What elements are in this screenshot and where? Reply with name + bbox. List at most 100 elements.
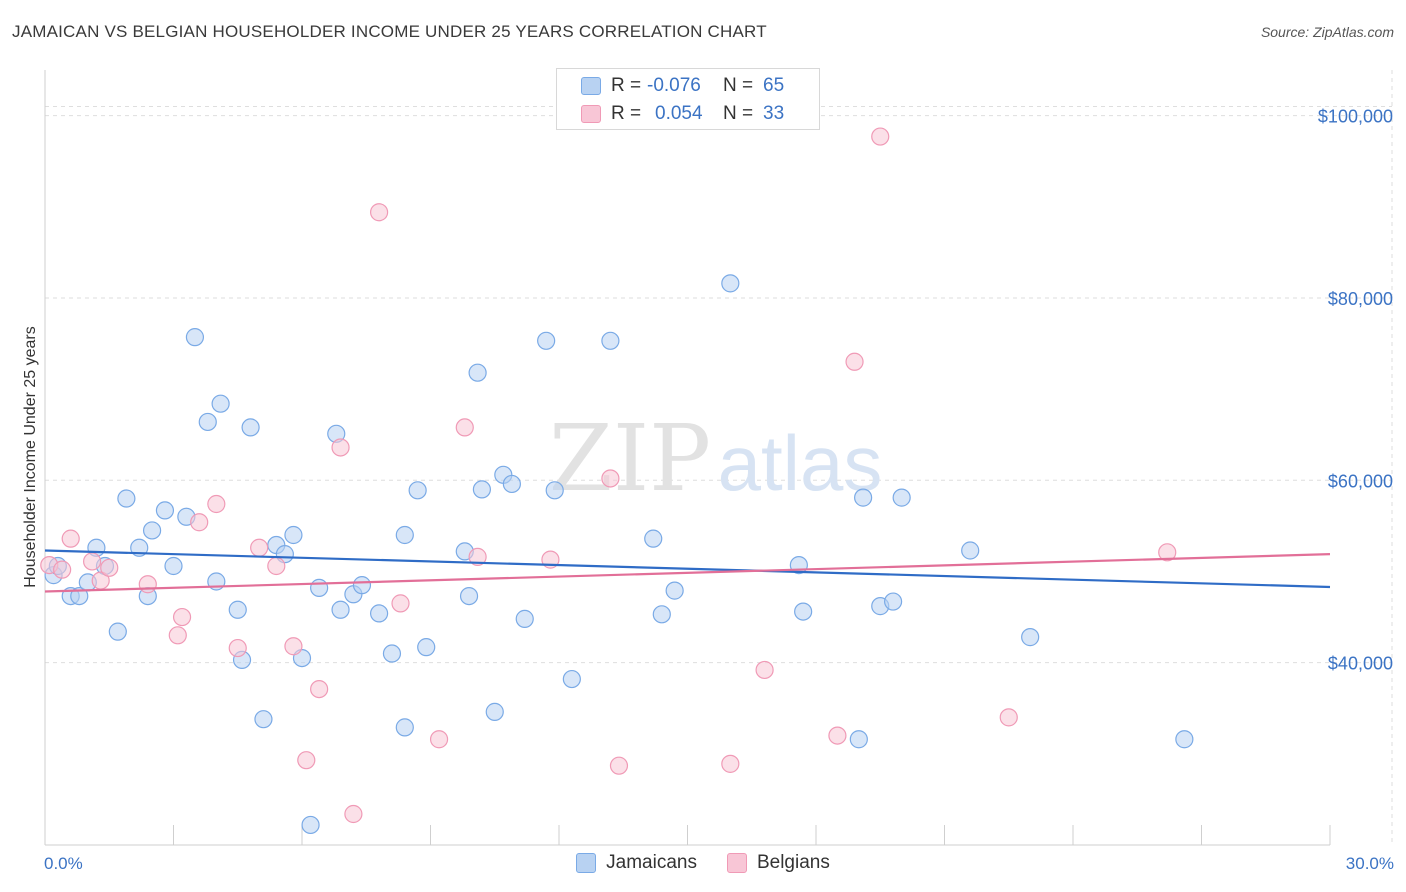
legend-swatch-pink xyxy=(581,105,601,123)
watermark-atlas: atlas xyxy=(718,419,883,507)
trend-line-jamaicans xyxy=(44,549,1331,589)
point-jamaican xyxy=(155,501,175,520)
legend-r-value: -0.076 xyxy=(647,75,701,96)
point-belgian xyxy=(344,804,363,824)
point-jamaican xyxy=(142,521,162,540)
y-tick-label: $60,000 xyxy=(1328,471,1393,491)
point-belgian xyxy=(331,438,350,457)
point-jamaican xyxy=(198,412,217,432)
point-belgian xyxy=(297,751,316,770)
point-jamaican xyxy=(241,418,260,437)
axes xyxy=(44,70,1331,846)
point-belgian xyxy=(61,529,80,548)
point-belgian xyxy=(267,556,286,576)
point-belgian xyxy=(999,708,1018,727)
point-belgian xyxy=(755,660,774,680)
point-jamaican xyxy=(70,586,89,606)
point-belgian xyxy=(609,756,629,775)
point-jamaican xyxy=(301,815,320,835)
y-axis-label: Householder Income Under 25 years xyxy=(22,326,39,587)
point-belgian xyxy=(168,626,187,645)
point-jamaican xyxy=(721,274,740,293)
point-jamaican xyxy=(665,581,684,600)
chart-source: Source: ZipAtlas.com xyxy=(1260,24,1394,40)
point-jamaican xyxy=(254,710,273,729)
point-belgian xyxy=(100,558,119,577)
point-jamaican xyxy=(537,331,556,350)
point-jamaican xyxy=(601,331,620,350)
legend-r-value: 0.054 xyxy=(655,103,703,124)
point-belgian xyxy=(172,607,192,627)
point-belgian xyxy=(284,637,303,656)
point-belgian xyxy=(207,494,226,514)
trend-lines xyxy=(44,549,1331,593)
point-jamaican xyxy=(1175,730,1194,749)
point-jamaican xyxy=(485,702,504,721)
point-belgian xyxy=(83,552,102,571)
point-jamaican xyxy=(883,592,903,611)
point-jamaican xyxy=(185,328,205,347)
data-points xyxy=(40,127,1194,835)
point-belgian xyxy=(601,469,620,488)
point-belgian xyxy=(1158,543,1177,562)
legend-n-value: 33 xyxy=(763,103,785,124)
point-belgian xyxy=(828,726,847,745)
point-jamaican xyxy=(382,644,402,663)
point-jamaican xyxy=(417,638,436,657)
point-belgian xyxy=(228,638,247,658)
point-belgian xyxy=(310,679,329,699)
point-jamaican xyxy=(854,488,873,507)
point-jamaican xyxy=(1021,628,1040,647)
point-jamaican xyxy=(310,578,329,597)
point-jamaican xyxy=(352,576,372,595)
point-belgian xyxy=(391,594,410,613)
point-jamaican xyxy=(117,489,136,508)
point-belgian xyxy=(429,730,449,749)
point-belgian xyxy=(845,352,864,371)
legend-row-jamaicans: R = -0.076 N = 65 xyxy=(557,73,784,99)
point-jamaican xyxy=(164,556,183,576)
point-belgian xyxy=(455,418,474,437)
legend-n-label: N = xyxy=(723,103,754,124)
legend-label-belgians: Belgians xyxy=(756,852,830,873)
legend-n-label: N = xyxy=(723,75,754,96)
point-jamaican xyxy=(228,600,247,619)
point-jamaican xyxy=(472,480,491,499)
point-belgian xyxy=(468,547,487,566)
series-legend: Jamaicans Belgians xyxy=(0,852,1406,874)
legend-row-belgians: R = 0.054 N = 33 xyxy=(557,101,784,127)
point-jamaican xyxy=(794,602,813,621)
point-jamaican xyxy=(331,600,350,619)
y-tick-label: $100,000 xyxy=(1318,107,1393,127)
point-belgian xyxy=(53,560,72,579)
point-belgian xyxy=(871,127,890,146)
point-jamaican xyxy=(545,481,564,500)
point-jamaican xyxy=(961,541,980,560)
point-jamaican xyxy=(652,605,671,624)
point-jamaican xyxy=(284,525,303,545)
legend-swatch-pink xyxy=(726,853,747,873)
point-jamaican xyxy=(459,586,479,606)
legend-swatch-blue xyxy=(576,853,597,873)
legend-item-belgians[interactable]: Belgians xyxy=(726,852,830,874)
y-tick-label: $80,000 xyxy=(1328,289,1393,309)
point-jamaican xyxy=(108,622,127,641)
gridlines xyxy=(45,70,1393,845)
legend-n-value: 65 xyxy=(763,75,785,96)
point-jamaican xyxy=(395,718,414,737)
x-tick-min: 0.0% xyxy=(44,854,83,873)
point-jamaican xyxy=(395,525,414,545)
legend-r-label: R = xyxy=(611,103,642,124)
point-jamaican xyxy=(562,669,581,689)
point-belgian xyxy=(721,754,740,773)
legend-r-label: R = xyxy=(611,75,642,96)
point-jamaican xyxy=(408,481,427,500)
chart-title: JAMAICAN VS BELGIAN HOUSEHOLDER INCOME U… xyxy=(12,22,767,41)
watermark-zip: ZIP xyxy=(549,405,711,512)
legend-item-jamaicans[interactable]: Jamaicans xyxy=(576,852,697,874)
point-belgian xyxy=(138,575,157,594)
point-jamaican xyxy=(644,529,663,548)
point-belgian xyxy=(250,538,269,557)
point-belgian xyxy=(190,513,209,532)
x-tick-max: 30.0% xyxy=(1346,854,1394,873)
